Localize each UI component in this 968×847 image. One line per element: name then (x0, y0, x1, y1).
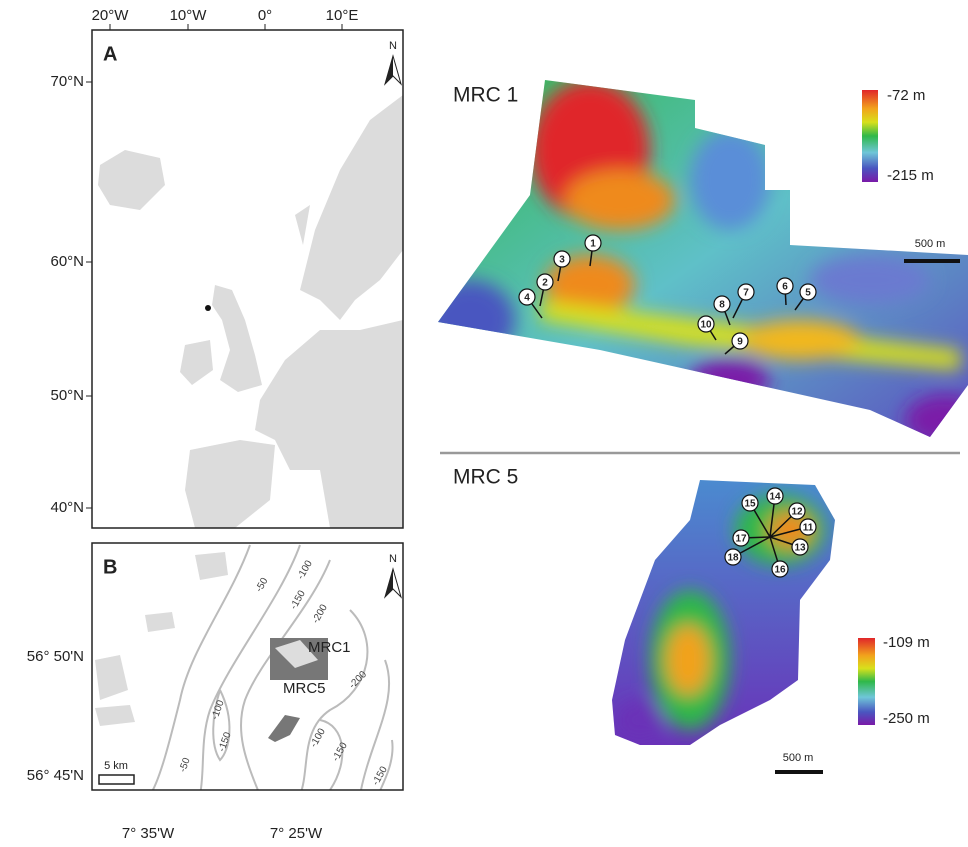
contour-label: -200 (347, 669, 369, 691)
marker-label: 16 (774, 565, 786, 576)
color-scale (862, 90, 878, 182)
marker-label: 1 (590, 239, 596, 250)
scale-max: -109 m (883, 634, 930, 651)
tick-label: 70°N (50, 73, 84, 90)
panel-frame (92, 543, 403, 790)
contour-label: -50 (254, 576, 271, 594)
map-title: MRC 1 (453, 84, 518, 107)
marker-label: 14 (769, 492, 781, 503)
marker-label: 8 (719, 300, 725, 311)
marker-label: 13 (794, 543, 806, 554)
tick-label: 56° 45'N (27, 767, 84, 784)
tick-label: 56° 50'N (27, 648, 84, 665)
tick-label: 7° 25'W (270, 825, 323, 842)
tick-label: 10°E (326, 7, 359, 24)
marker-label: 4 (524, 293, 530, 304)
marker-label: 11 (803, 523, 814, 534)
marker-label: 12 (791, 507, 803, 518)
color-scale (858, 638, 875, 725)
tick-label: 40°N (50, 499, 84, 516)
contour-label: -100 (308, 726, 328, 749)
map-title: MRC 5 (453, 466, 518, 489)
contour-label: -150 (288, 588, 308, 611)
figure: A N 20°W 10°W 0° 10°E 70°N 60°N 50°N 40°N B N 56° 50… (0, 0, 968, 847)
scale-min: -215 m (887, 167, 934, 184)
tick-label: 60°N (50, 253, 84, 270)
contour-label: -100 (295, 558, 315, 581)
tick-label: 20°W (92, 7, 130, 24)
tick-label: 0° (258, 7, 272, 24)
marker-label: 5 (805, 288, 811, 299)
marker-label: 3 (559, 255, 565, 266)
scale-max: -72 m (887, 87, 925, 104)
panel-label: A (103, 43, 117, 65)
marker-label: 7 (743, 288, 749, 299)
scale-label: 500 m (783, 752, 814, 764)
mrc1-surface (425, 70, 968, 450)
tick-label: 50°N (50, 387, 84, 404)
north-label: N (389, 40, 397, 52)
marker-label: 15 (744, 499, 756, 510)
site-dot (205, 305, 211, 311)
site-label: MRC1 (308, 639, 351, 656)
scale-bar (99, 775, 134, 784)
panel-label: B (103, 556, 117, 578)
scale-label: 500 m (915, 238, 946, 250)
land (98, 95, 403, 528)
tick-label: 10°W (170, 7, 208, 24)
panel-b-map (95, 545, 393, 795)
contour-label: -100 (210, 698, 227, 721)
tick-label: 7° 35'W (122, 825, 175, 842)
marker-label: 6 (782, 282, 788, 293)
marker-label: 2 (542, 278, 548, 289)
marker-label: 9 (737, 337, 743, 348)
north-label: N (389, 553, 397, 565)
contour-label: -150 (330, 740, 350, 763)
contour-label: -200 (310, 602, 330, 625)
scale-label: 5 km (104, 760, 128, 772)
site-label: MRC5 (283, 680, 326, 697)
scale-min: -250 m (883, 710, 930, 727)
mrc5-patch (268, 715, 300, 742)
marker-label: 18 (727, 553, 739, 564)
contour-label: -50 (177, 756, 192, 774)
marker-label: 10 (700, 320, 712, 331)
contour-label: -150 (217, 730, 234, 753)
marker-label: 17 (735, 534, 747, 545)
